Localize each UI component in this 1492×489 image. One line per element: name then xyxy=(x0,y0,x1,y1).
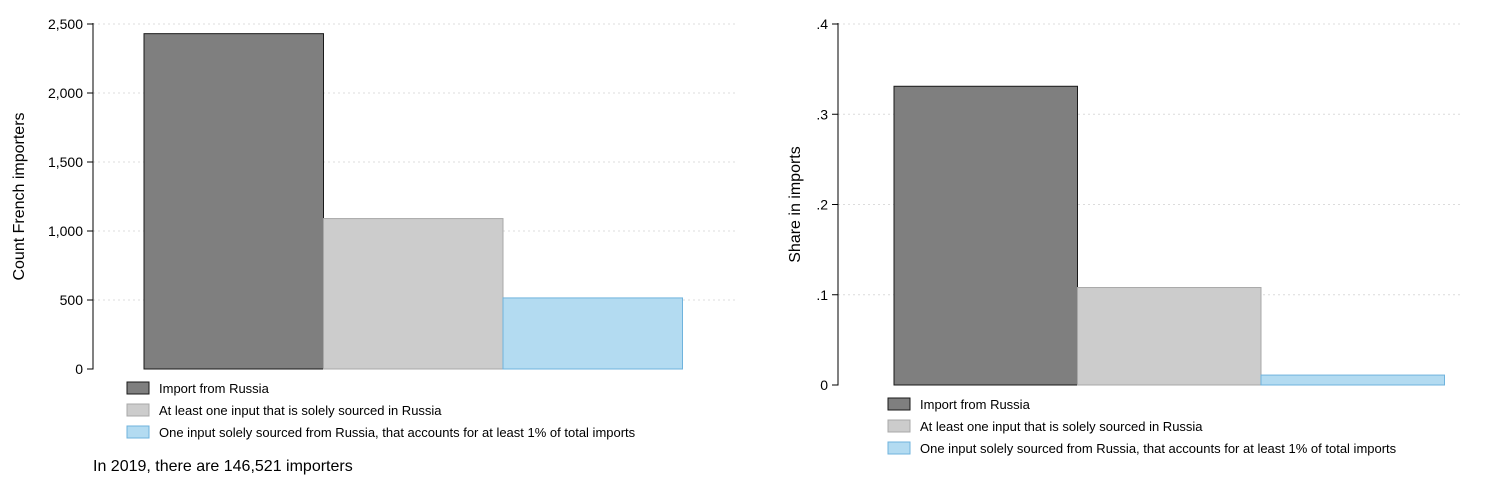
y-tick-label-2-3: .3 xyxy=(816,106,828,122)
legend-swatch-2-3 xyxy=(887,441,911,455)
bar-2-1 xyxy=(893,85,1078,386)
y-tick-label-2-4: .4 xyxy=(816,16,828,32)
y-tick-label-2-2: .2 xyxy=(816,197,828,213)
y-axis-title-2: Share in imports xyxy=(787,146,804,263)
legend-label-1-1: Import from Russia xyxy=(159,381,270,396)
y-axis-title-1: Count French importers xyxy=(11,112,28,280)
legend-label-2-3: One input solely sourced from Russia, th… xyxy=(920,441,1397,456)
importer-count-note: In 2019, there are 146,521 importers xyxy=(93,458,353,475)
bar-2-3 xyxy=(1260,374,1445,386)
y-tick-label-2-1: .1 xyxy=(816,287,828,303)
bar-1-3 xyxy=(502,297,683,370)
y-tick-label-2-0: 0 xyxy=(820,377,828,393)
legend-label-1-3: One input solely sourced from Russia, th… xyxy=(159,425,636,440)
legend-label-2-1: Import from Russia xyxy=(920,397,1031,412)
legend-swatch-1-3 xyxy=(126,425,150,439)
bar-2-2 xyxy=(1077,287,1262,386)
bar-1-1 xyxy=(143,33,324,370)
y-tick-label-1-0: 0 xyxy=(75,361,83,377)
y-tick-label-1-2: 1,000 xyxy=(48,223,83,239)
legend-swatch-1-1 xyxy=(126,381,150,395)
y-tick-label-1-5: 2,500 xyxy=(48,16,83,32)
y-tick-label-1-4: 2,000 xyxy=(48,85,83,101)
legend-label-1-2: At least one input that is solely source… xyxy=(159,403,442,418)
y-tick-label-1-3: 1,500 xyxy=(48,154,83,170)
legend-label-2-2: At least one input that is solely source… xyxy=(920,419,1203,434)
y-tick-label-1-1: 500 xyxy=(60,292,84,308)
legend-swatch-1-2 xyxy=(126,403,150,417)
legend-swatch-2-1 xyxy=(887,397,911,411)
legend-swatch-2-2 xyxy=(887,419,911,433)
bar-1-2 xyxy=(323,218,504,370)
